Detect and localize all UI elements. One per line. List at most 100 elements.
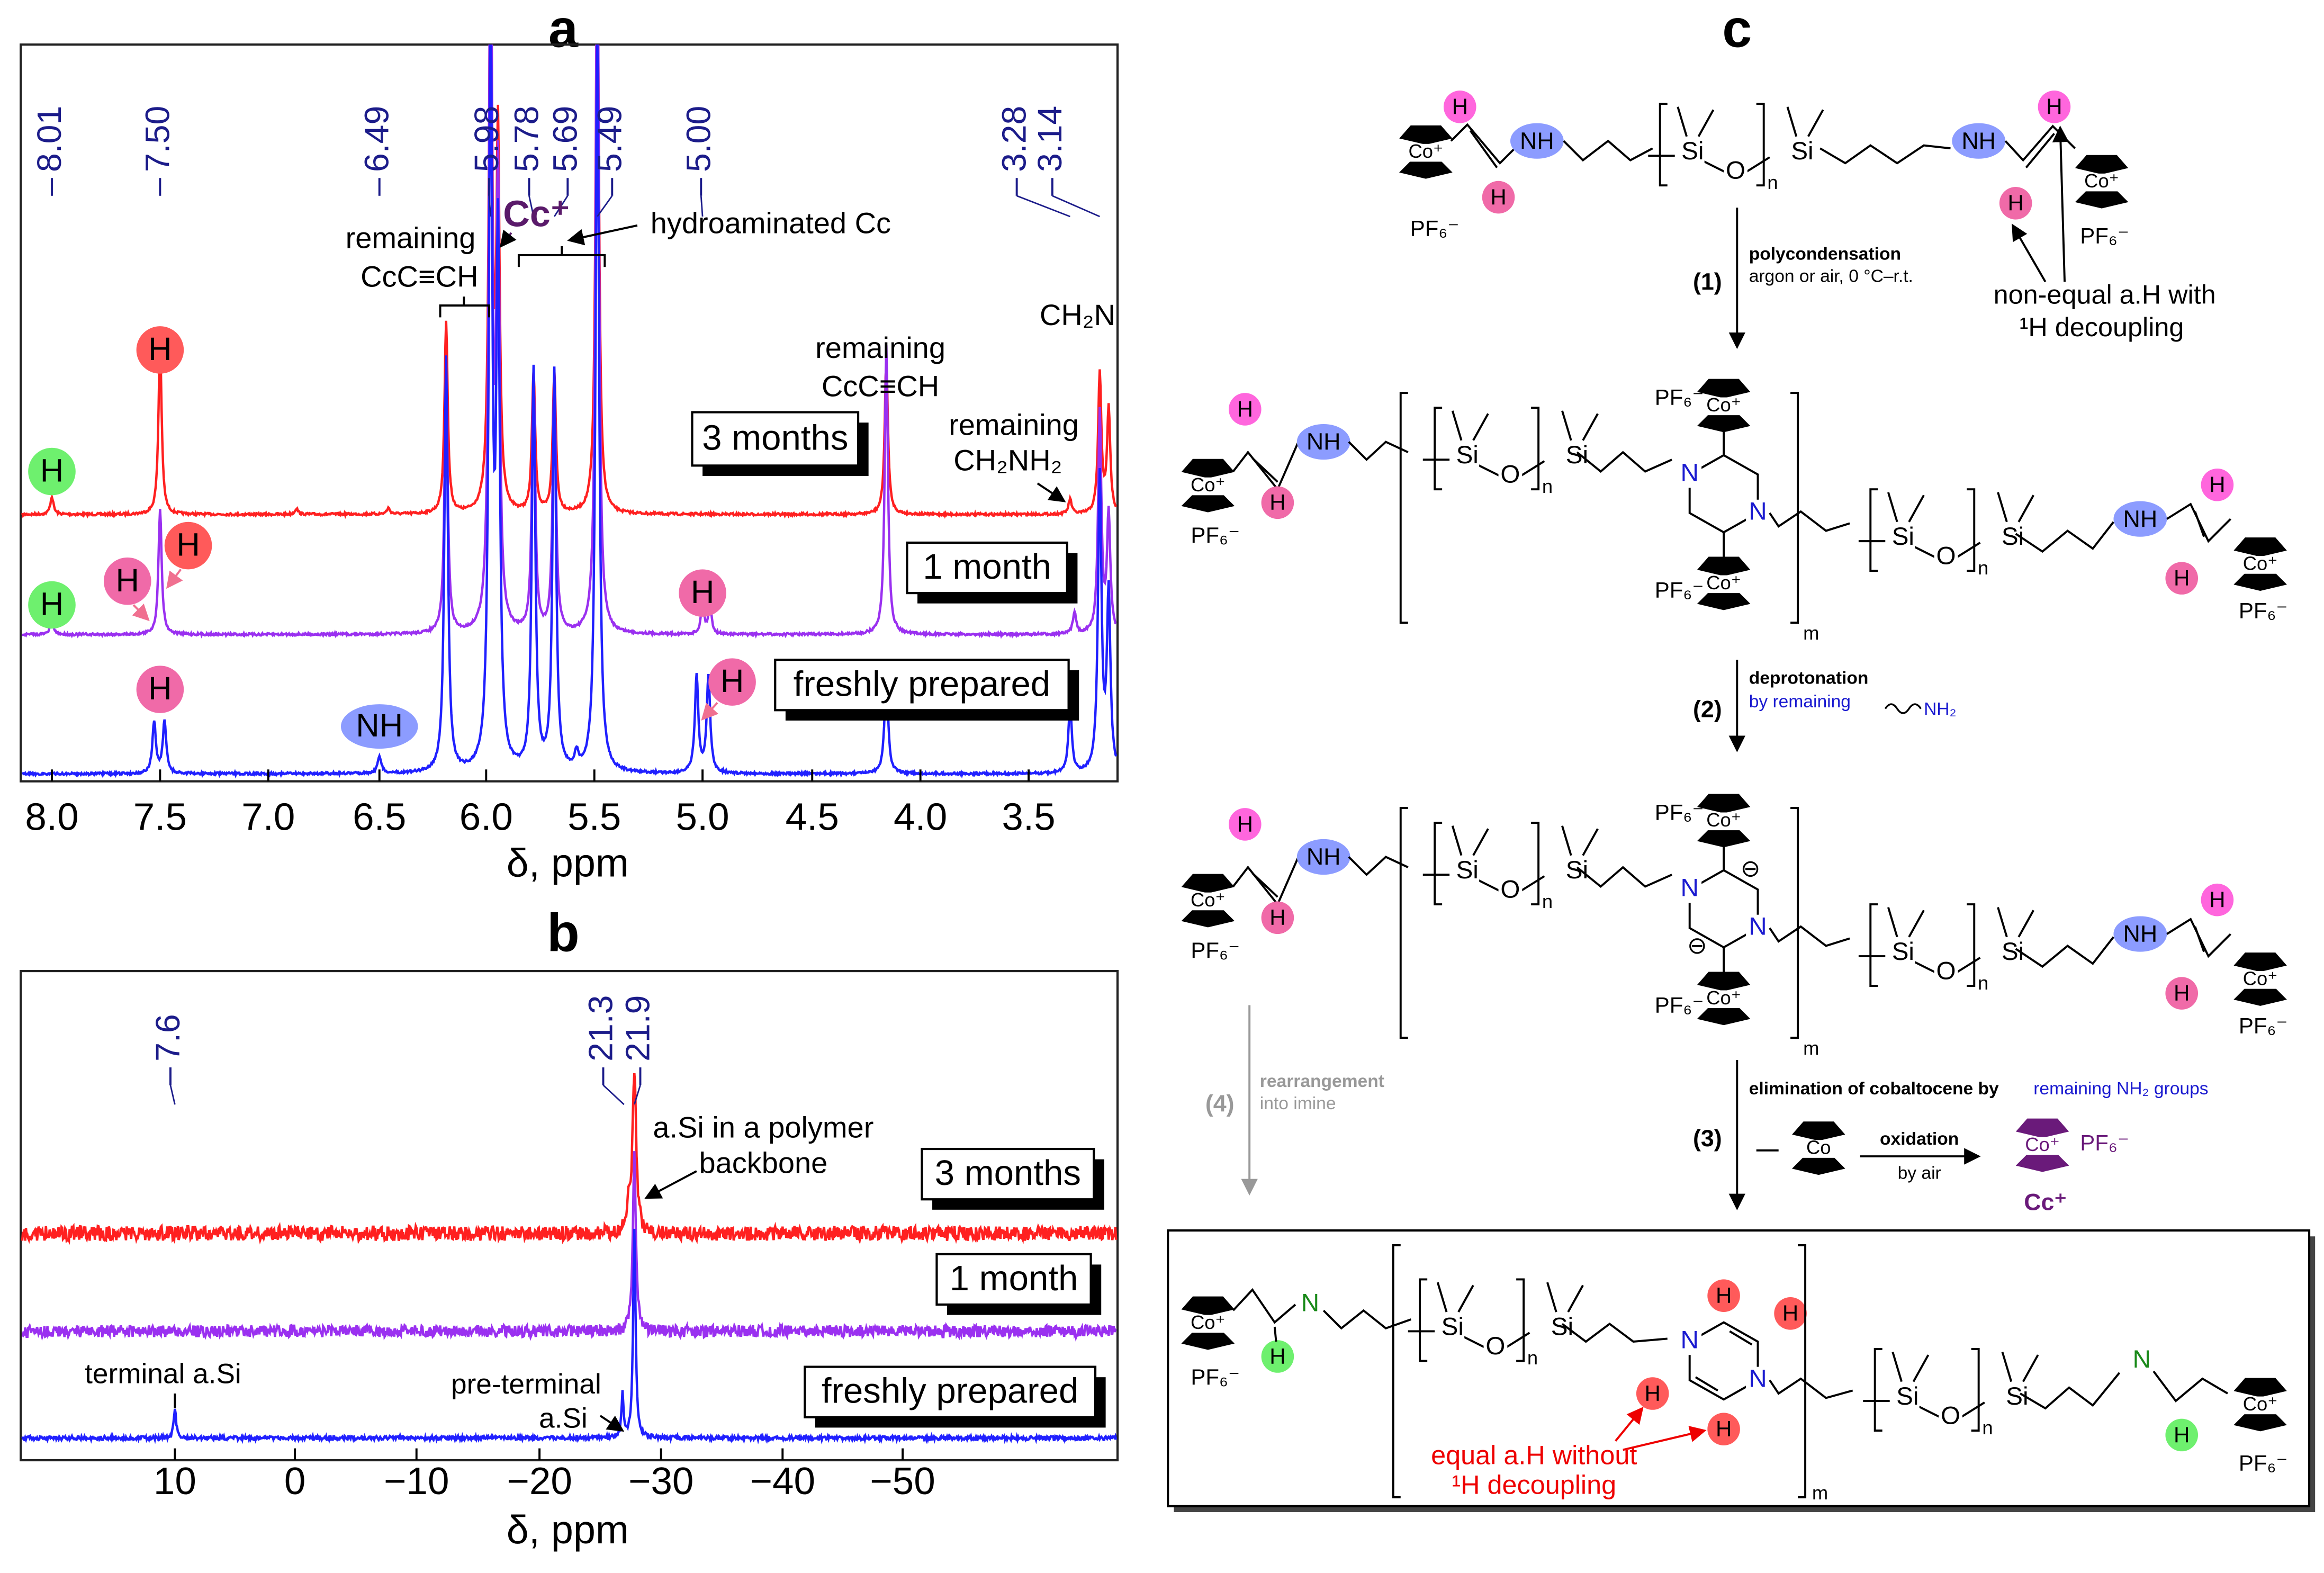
step-number: (1) <box>1693 268 1722 295</box>
atom: Si <box>1892 938 1914 966</box>
peak-connector <box>633 1085 641 1105</box>
bond <box>1697 109 1715 137</box>
label: CH₂N <box>1040 298 1115 331</box>
bracket <box>1399 807 1408 1039</box>
peak-label: 7.6 <box>149 1014 187 1061</box>
bond <box>1807 109 1824 137</box>
atom: PF₆⁻ <box>1655 577 1704 602</box>
line <box>2012 223 2047 283</box>
co-bg <box>1704 990 1743 1009</box>
bond <box>2152 1370 2229 1403</box>
atom: O <box>1500 461 1520 489</box>
label-box <box>906 541 1068 595</box>
atom-bg <box>2005 1385 2029 1412</box>
atom: O <box>1726 157 1745 185</box>
line <box>1273 1326 1277 1342</box>
atom: Co <box>1806 1137 1831 1158</box>
badge-text: H <box>1490 184 1506 209</box>
bond <box>1912 1354 1930 1382</box>
co-bg <box>2023 1137 2062 1155</box>
bond <box>2017 495 2034 523</box>
label-box <box>774 659 1070 712</box>
atom: Si <box>1896 1382 1918 1410</box>
badge <box>679 569 726 617</box>
atom-bg <box>1455 858 1480 885</box>
cyclopentadienyl <box>1791 1157 1845 1175</box>
peak-label: 5.69 <box>546 106 584 172</box>
bond <box>1348 441 1409 461</box>
label: by remaining <box>1749 692 1851 712</box>
atom: Si <box>1681 137 1704 165</box>
panel-label: c <box>1722 0 1752 58</box>
x-axis-label: δ, ppm <box>507 1508 629 1552</box>
badge <box>1296 424 1350 460</box>
atom: PF₆⁻ <box>1655 799 1704 824</box>
atom-bg <box>1678 876 1702 903</box>
peak-connector <box>597 195 613 217</box>
atom: Co⁺ <box>1706 394 1741 416</box>
bond <box>1567 1284 1584 1313</box>
trace-label: freshly prepared <box>822 1371 1079 1411</box>
peak-connector <box>169 1085 176 1105</box>
atom: O <box>1485 1332 1505 1360</box>
atom: O <box>1936 542 1956 570</box>
badge-text: H <box>1237 397 1253 421</box>
bond <box>1911 959 1936 974</box>
bond <box>1472 828 1489 856</box>
bond <box>2025 132 2055 168</box>
atom: PF₆⁻ <box>1191 938 1240 963</box>
atom: PF₆⁻ <box>1655 384 1704 409</box>
label: oxidation <box>1880 1129 1959 1149</box>
bond <box>1997 492 2008 523</box>
atom: Si <box>1566 441 1588 469</box>
atom: n <box>1542 475 1553 497</box>
bond <box>2015 936 2114 968</box>
badge <box>2113 916 2167 952</box>
x-tick-label: −20 <box>507 1460 572 1503</box>
step-number: (3) <box>1693 1125 1722 1152</box>
x-tick-label: 7.5 <box>133 796 187 839</box>
x-tick-label: −30 <box>628 1460 693 1503</box>
bond <box>1436 1282 1448 1313</box>
atom-bg <box>1455 443 1480 470</box>
badge <box>1707 1279 1740 1313</box>
cyclopentadienyl <box>1697 1007 1751 1026</box>
cyclopentadienyl <box>1697 379 1751 399</box>
atom-bg <box>1790 139 1814 166</box>
bond <box>1461 1335 1486 1349</box>
badge-text: H <box>2174 1422 2190 1447</box>
cyclopentadienyl <box>1399 161 1453 179</box>
bracket <box>1869 488 1878 572</box>
badge <box>1510 123 1564 159</box>
label: a.Si in a polymer <box>653 1110 873 1144</box>
line <box>499 229 517 248</box>
bond <box>1475 463 1501 477</box>
badge <box>1261 1340 1294 1373</box>
label: equal a.H without <box>1431 1440 1637 1470</box>
panel-label: a <box>548 0 579 58</box>
co-bg <box>2241 971 2280 989</box>
badge-text: NH <box>2123 506 2157 532</box>
bond <box>1348 856 1409 876</box>
cyclopentadienyl <box>1399 125 1453 145</box>
badge <box>136 326 184 374</box>
bond <box>1546 1282 1557 1313</box>
bond <box>2001 1352 2013 1382</box>
bond <box>1561 1322 1668 1343</box>
atom: ⊖ <box>1687 932 1707 959</box>
atom: Co⁺ <box>2084 170 2119 192</box>
cyclopentadienyl <box>1181 494 1235 513</box>
line <box>1729 1330 1753 1346</box>
step-number: (4) <box>1205 1090 1235 1117</box>
badge-text: H <box>2209 887 2225 912</box>
atom: n <box>1767 172 1778 193</box>
peak-connector <box>488 195 492 217</box>
bond <box>1576 451 1672 473</box>
atom: Co⁺ <box>2243 1393 2278 1415</box>
label: polycondensation <box>1749 245 1901 264</box>
badge <box>164 522 212 570</box>
cyclopentadienyl <box>2075 191 2129 209</box>
badge <box>1707 1413 1740 1445</box>
bracket <box>1971 1348 1980 1432</box>
atom-bg <box>1895 1385 1920 1412</box>
